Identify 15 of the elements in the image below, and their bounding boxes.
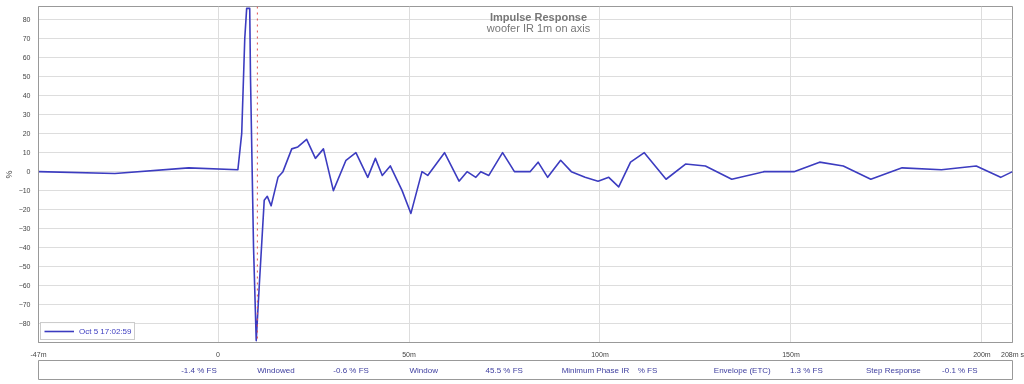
text: -1.4 % FS (181, 366, 217, 375)
legend-label: Oct 5 17:02:59 (79, 326, 132, 336)
text: -0.6 % FS (333, 366, 369, 375)
text: % FS (637, 366, 658, 375)
text: 1.3 % FS (789, 366, 823, 375)
chart-title: Impulse Response (489, 10, 588, 23)
y-axis-title: % (3, 170, 14, 179)
text: Window (409, 366, 439, 375)
text: 45.5 % FS (485, 366, 523, 375)
text: Step Response (866, 366, 922, 375)
line-series (38, 7, 1013, 342)
text: Envelope (ETC) (713, 366, 772, 375)
text: Minimum Phase IR (561, 366, 630, 375)
text: -0.1 % FS (942, 366, 978, 375)
text: Windowed (257, 366, 295, 375)
